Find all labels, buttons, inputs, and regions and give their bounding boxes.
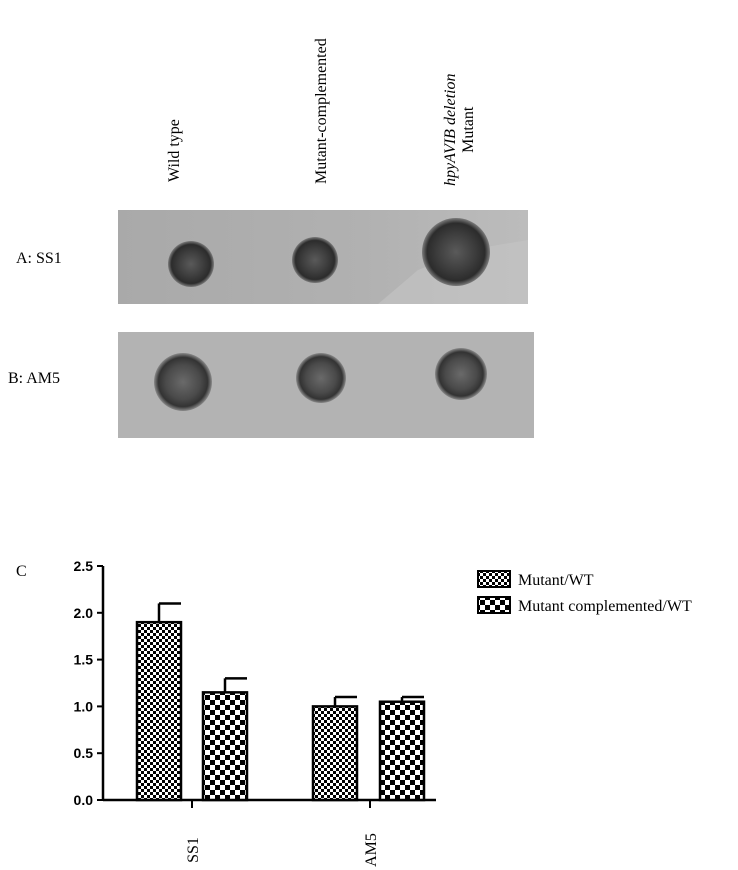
y-tick-label: 2.0 <box>74 605 94 621</box>
row-label-ss1: A: SS1 <box>16 250 62 267</box>
bar-am5-series-1 <box>378 700 426 802</box>
legend-label: Mutant complemented/WT <box>518 598 692 615</box>
bar-am5-series-0 <box>311 705 359 802</box>
legend-swatch <box>477 596 511 614</box>
spot-am5-deletion-mutant <box>435 348 487 400</box>
spot-am5-wild-type <box>154 353 212 411</box>
spot-ss1-deletion-mutant <box>422 218 490 286</box>
y-tick-label: 1.0 <box>74 698 94 714</box>
bar-ss1-series-1 <box>201 691 249 802</box>
spot-ss1-mutant-complemented <box>292 237 338 283</box>
y-tick-label: 0.5 <box>74 745 94 761</box>
legend-label: Mutant/WT <box>518 572 594 589</box>
x-tick-label: AM5 <box>363 833 380 867</box>
spot-am5-mutant-complemented <box>296 353 346 403</box>
blot-strip-am5 <box>118 332 534 438</box>
legend-swatch <box>477 570 511 588</box>
chart-panel-label: C <box>16 563 27 580</box>
bar-ss1-series-0 <box>135 620 183 802</box>
spot-ss1-wild-type <box>168 241 214 287</box>
y-tick-label: 2.5 <box>74 558 94 574</box>
x-tick-label: SS1 <box>185 837 202 863</box>
y-tick-label: 0.0 <box>74 792 94 808</box>
blot-strip-ss1 <box>118 210 528 304</box>
y-tick-label: 1.5 <box>74 652 94 668</box>
row-label-am5: B: AM5 <box>8 370 61 387</box>
